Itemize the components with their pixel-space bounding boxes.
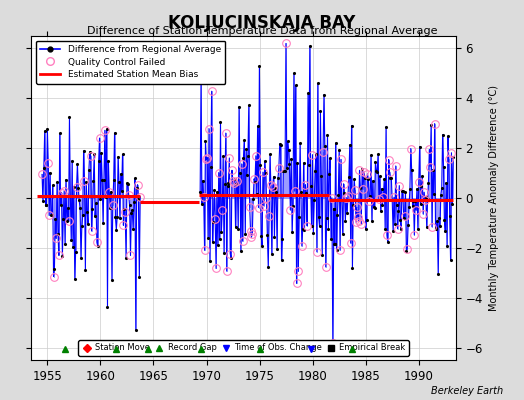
Text: Berkeley Earth: Berkeley Earth [431, 386, 503, 396]
Text: KOLJUCINSKAJA BAY: KOLJUCINSKAJA BAY [168, 14, 356, 32]
Text: Difference of Station Temperature Data from Regional Average: Difference of Station Temperature Data f… [87, 26, 437, 36]
Legend: Station Move, Record Gap, Time of Obs. Change, Empirical Break: Station Move, Record Gap, Time of Obs. C… [79, 340, 409, 356]
Y-axis label: Monthly Temperature Anomaly Difference (°C): Monthly Temperature Anomaly Difference (… [488, 85, 498, 311]
